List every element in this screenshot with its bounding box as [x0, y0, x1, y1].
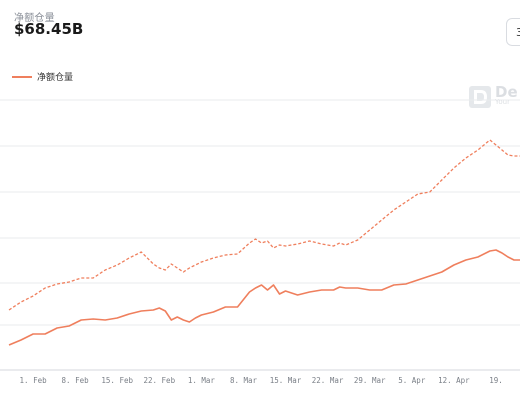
time-range-button[interactable]: 3 [506, 18, 520, 46]
x-tick-label: 12. Apr [438, 376, 470, 385]
x-axis-ticks: 1. Feb 8. Feb 15. Feb 22. Feb 1. Mar 8. Mar 15… [20, 376, 503, 385]
x-tick-label: 5. Apr [398, 376, 426, 385]
series-line-dashed[interactable] [8, 139, 520, 311]
series-line-solid[interactable] [8, 249, 520, 346]
watermark-subtitle: Your [495, 98, 510, 106]
legend-label: 净额仓量 [37, 73, 74, 83]
x-tick-label: 1. Feb [20, 376, 48, 385]
metric-label: 净额仓量 [14, 13, 55, 24]
x-tick-label: 15. Mar [270, 376, 302, 385]
chart-legend[interactable]: 净额仓量 [12, 70, 73, 83]
x-tick-label: 1. Mar [188, 376, 216, 385]
x-tick-label: 8. Mar [230, 376, 258, 385]
series-layer [8, 139, 520, 346]
legend-swatch [12, 75, 32, 78]
x-tick-label: 22. Mar [312, 376, 344, 385]
x-tick-label: 19. [489, 376, 503, 385]
gridlines [0, 99, 520, 371]
x-tick-label: 15. Feb [101, 376, 133, 385]
watermark-title: De [495, 83, 518, 101]
x-tick-label: 8. Feb [62, 376, 90, 385]
metric-value: $68.45B [14, 20, 84, 38]
x-tick-label: 22. Feb [143, 376, 175, 385]
x-tick-label: 29. Mar [354, 376, 386, 385]
